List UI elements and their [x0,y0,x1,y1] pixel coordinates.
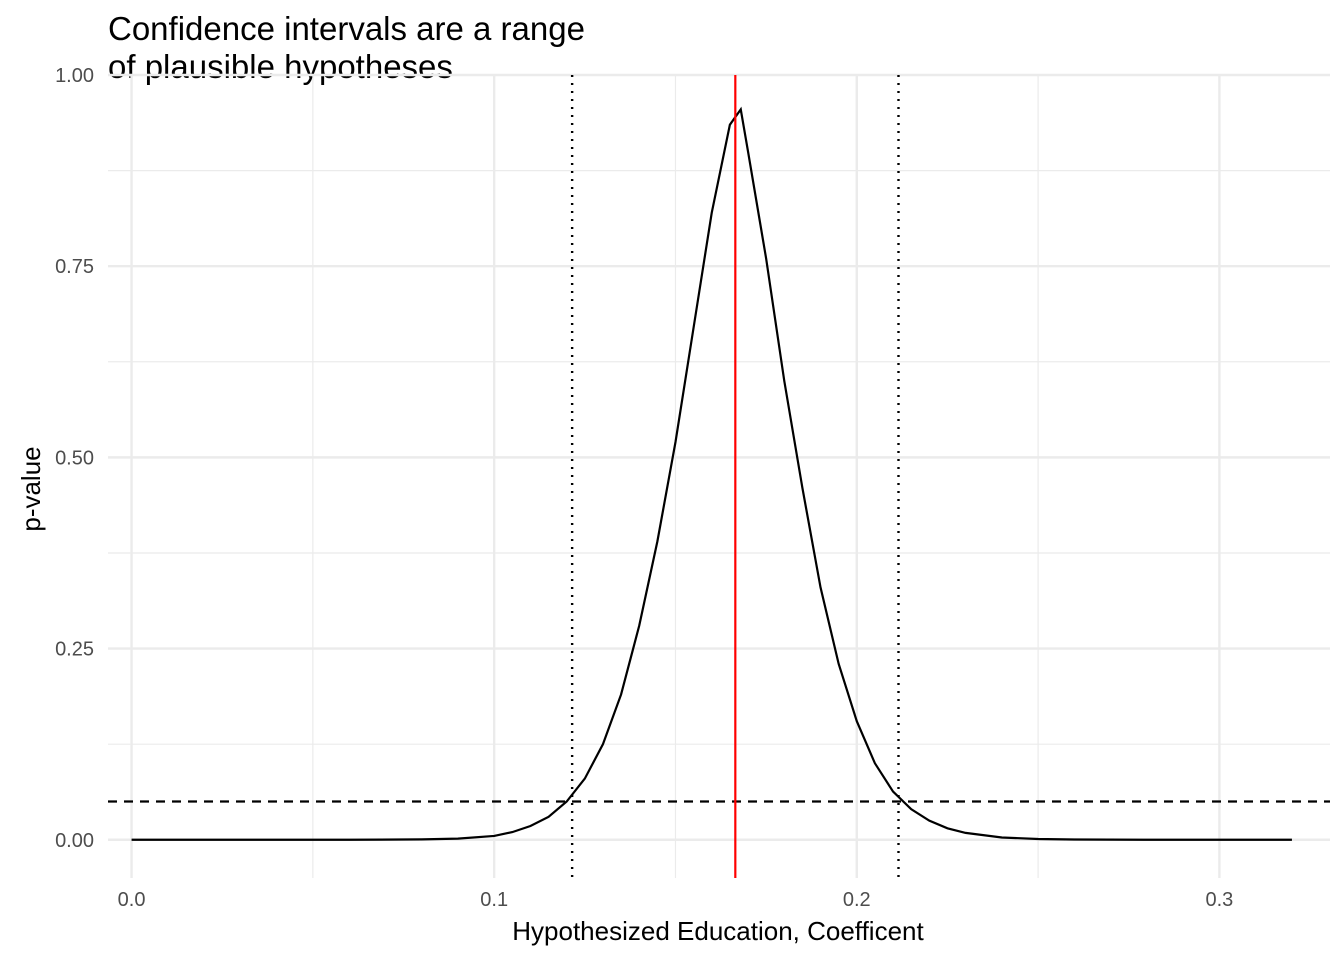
major-gridlines [108,73,1330,878]
x-tick-label: 0.3 [1205,889,1233,911]
y-tick-label: 0.50 [55,447,94,469]
y-tick-label: 1.00 [55,65,94,87]
y-tick-label: 0.25 [55,639,94,661]
reference-lines [108,75,1330,878]
x-tick-label: 0.0 [118,889,146,911]
chart-title-line-1: Confidence intervals are a range [108,10,585,47]
x-tick-label: 0.2 [843,889,871,911]
minor-gridlines [108,75,1330,878]
y-tick-label: 0.00 [55,830,94,852]
p-value-curve [131,106,1292,841]
x-tick-label: 0.1 [480,889,508,911]
tick-labels: 0.0 0.1 0.2 0.3 0.00 0.25 0.50 0.75 1.00 [55,65,1233,911]
y-tick-label: 0.75 [55,256,94,278]
chart-title-line-2: of plausible hypotheses [108,48,453,85]
x-axis-title: Hypothesized Education, Coefficent [512,916,924,946]
y-axis-title: p-value [16,446,46,531]
chart-title: Confidence intervals are a range of plau… [108,10,585,86]
